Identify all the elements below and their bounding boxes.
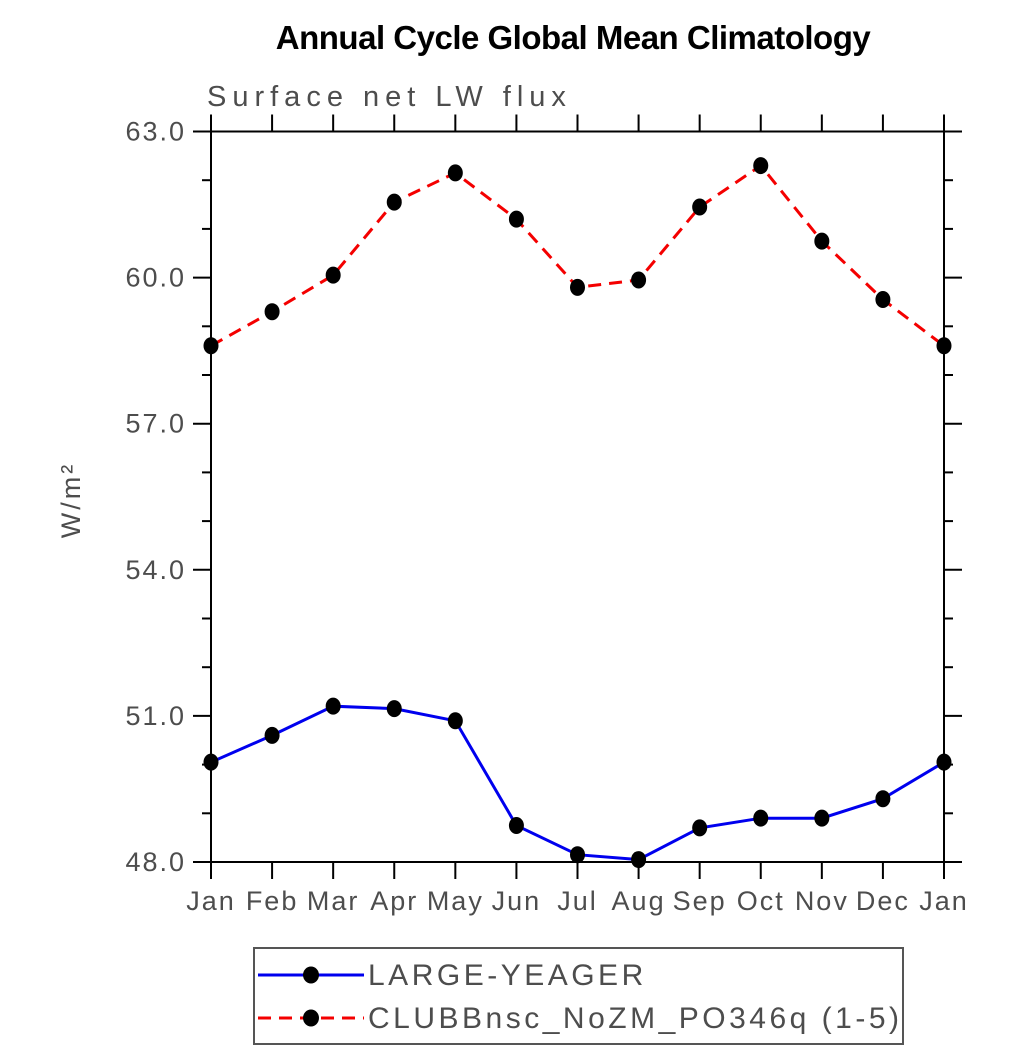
x-tick-label: Jun (492, 886, 542, 916)
series-line-solid (210, 704, 945, 862)
data-series (203, 157, 952, 869)
data-point-marker (386, 193, 402, 211)
data-point-marker (875, 790, 891, 808)
chart-subtitle: Surface net LW flux (207, 81, 572, 113)
data-point-marker (570, 278, 585, 296)
x-tick-label: Apr (370, 886, 418, 916)
legend-label-large-yeager: LARGE-YEAGER (368, 959, 647, 992)
y-tick-label: 51.0 (125, 701, 186, 731)
data-point-marker (631, 851, 647, 869)
data-point-marker (203, 753, 219, 771)
data-point-marker (692, 198, 708, 216)
y-tick-label: 54.0 (125, 555, 186, 585)
legend-marker-dot (303, 966, 319, 984)
y-axis-label: W/m² (56, 462, 86, 538)
legend-box (253, 947, 904, 1045)
data-point-marker (753, 157, 769, 175)
data-point-marker (386, 700, 402, 718)
x-tick-label: Nov (795, 886, 849, 916)
y-tick-label: 57.0 (125, 409, 186, 439)
x-tick-label: Jul (557, 886, 598, 916)
data-point-marker (264, 726, 280, 744)
legend-label-clubbnsc: CLUBBnsc_NoZM_PO346q (1-5) (368, 1002, 903, 1035)
axis-tick-labels: Jan Feb Mar Apr May Jun Jul Aug Sep Oct Nov Dec Jan4… (125, 117, 969, 917)
data-point-marker (508, 210, 524, 228)
x-tick-label: Mar (307, 886, 360, 916)
chart-title: Annual Cycle Global Mean Climatology (276, 19, 872, 56)
data-point-marker (936, 337, 952, 355)
data-point-marker (814, 809, 830, 827)
plot-frame (210, 130, 945, 863)
legend-marker-dot (303, 1009, 319, 1027)
x-tick-label: May (427, 886, 484, 916)
data-point-marker (508, 816, 524, 834)
axis-ticks (193, 114, 962, 879)
data-point-marker (203, 337, 219, 355)
legend-entry-large-yeager: LARGE-YEAGER (258, 959, 647, 992)
x-tick-label: Dec (856, 886, 910, 916)
x-tick-label: Jan (919, 886, 969, 916)
x-tick-label: Aug (612, 886, 666, 916)
data-point-marker (325, 697, 341, 715)
data-point-marker (447, 712, 463, 730)
data-point-marker (570, 846, 585, 864)
data-point-marker (692, 819, 708, 837)
data-point-marker (447, 164, 463, 182)
legend-entry-clubbnsc: CLUBBnsc_NoZM_PO346q (1-5) (258, 1002, 903, 1035)
data-point-marker (753, 809, 769, 827)
data-point-marker (631, 271, 647, 289)
y-tick-label: 60.0 (125, 263, 186, 293)
series-line-dashed (210, 163, 945, 348)
data-point-marker (264, 303, 280, 321)
data-point-marker (936, 753, 952, 771)
y-tick-label: 48.0 (125, 847, 186, 877)
data-point-marker (875, 291, 891, 309)
x-tick-label: Feb (246, 886, 299, 916)
data-point-marker (814, 232, 830, 250)
x-tick-label: Sep (673, 886, 727, 916)
x-tick-label: Jan (186, 886, 236, 916)
y-tick-label: 63.0 (125, 117, 186, 147)
data-point-marker (325, 266, 341, 284)
x-tick-label: Oct (737, 886, 785, 916)
legend: LARGE-YEAGER CLUBBnsc_NoZM_PO346q (1-5) (253, 947, 904, 1045)
